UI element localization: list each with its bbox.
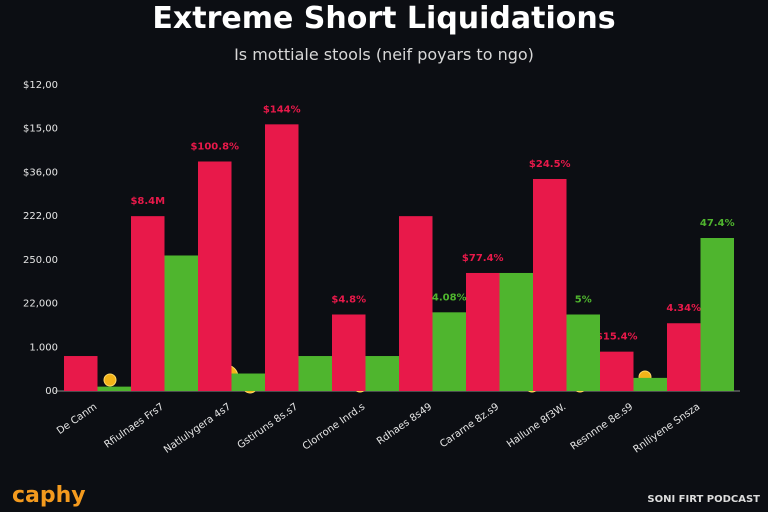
bar bbox=[466, 272, 500, 391]
value-label: $8.4M bbox=[130, 196, 165, 207]
bar bbox=[365, 356, 399, 391]
y-tick-label: 1.000 bbox=[29, 342, 58, 353]
bar bbox=[298, 356, 332, 391]
value-label: $24.5% bbox=[529, 159, 571, 170]
value-label: $144% bbox=[263, 104, 301, 115]
coin bbox=[103, 373, 117, 387]
value-label: 47.4% bbox=[700, 218, 735, 229]
value-label: 5% bbox=[575, 295, 592, 306]
value-label: 4.34% bbox=[666, 303, 701, 314]
chart-subtitle: Is mottiale stools (neif poyars to ngo) bbox=[234, 45, 534, 64]
y-tick-label: 22,000 bbox=[23, 299, 58, 310]
bar bbox=[566, 314, 600, 391]
chart-title: Extreme Short Liquidations bbox=[152, 1, 615, 36]
bar bbox=[332, 314, 366, 391]
value-label: $4.8% bbox=[331, 295, 366, 306]
brand: caphy bbox=[12, 483, 86, 508]
bar bbox=[700, 238, 734, 391]
bar bbox=[131, 216, 165, 391]
value-label: $77.4% bbox=[462, 253, 504, 264]
bar bbox=[533, 178, 567, 391]
bar bbox=[399, 216, 433, 391]
bar bbox=[198, 161, 232, 391]
y-tick-label: $12,00 bbox=[23, 80, 58, 91]
bar bbox=[265, 124, 299, 391]
y-tick-label: $15,00 bbox=[23, 124, 58, 135]
bar bbox=[499, 272, 533, 391]
value-label: 4.08% bbox=[432, 292, 467, 303]
bar bbox=[633, 377, 667, 391]
bar bbox=[97, 386, 131, 391]
y-tick-label: 222,00 bbox=[23, 211, 58, 222]
y-tick-label: 00 bbox=[45, 386, 58, 397]
bar bbox=[432, 312, 466, 391]
bar bbox=[64, 356, 98, 391]
bar bbox=[600, 351, 634, 391]
y-tick-label: $36,00 bbox=[23, 167, 58, 178]
bar bbox=[667, 323, 701, 391]
value-label: $100.8% bbox=[190, 142, 239, 153]
footer: SONI FIRT PODCAST bbox=[647, 494, 760, 505]
bar bbox=[231, 373, 265, 391]
value-label: $15.4% bbox=[596, 332, 638, 343]
bar bbox=[164, 255, 198, 391]
y-tick-label: 250.00 bbox=[23, 255, 58, 266]
